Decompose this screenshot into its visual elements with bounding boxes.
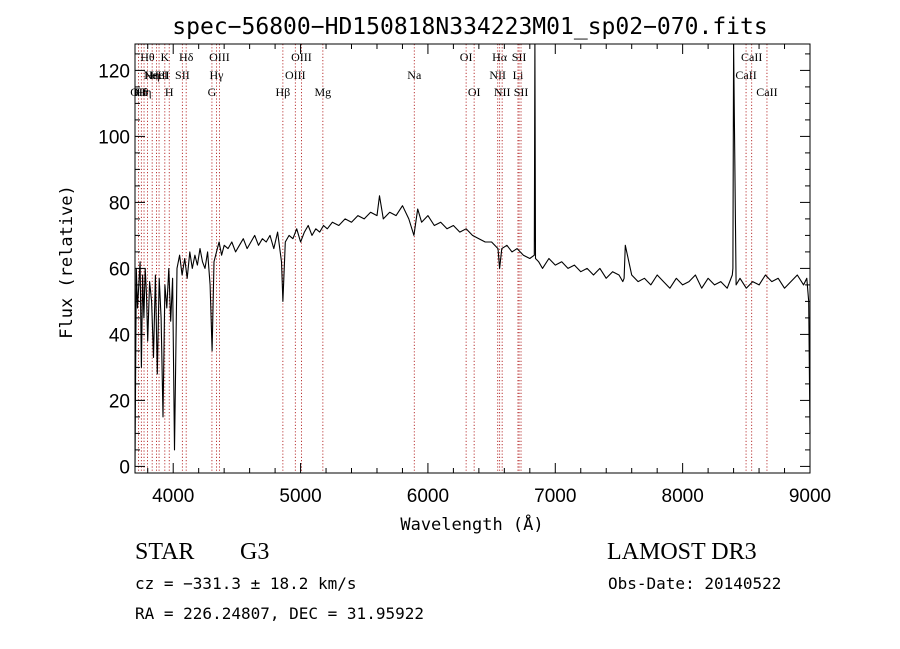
spectral-line-markers: OIIHθHηHθHηNeIIIHeIKHSIIHδGHγOIIIHβOIIIO… xyxy=(130,44,778,473)
line-marker-label: Hθ xyxy=(134,85,149,99)
y-tick-label: 0 xyxy=(119,457,130,478)
line-marker-label: Hη xyxy=(145,68,160,82)
x-tick-label: 6000 xyxy=(407,486,449,507)
line-marker-label: SII xyxy=(175,68,190,82)
survey-name: LAMOST DR3 xyxy=(607,539,757,565)
y-tick-label: 80 xyxy=(109,193,130,214)
line-marker-label: Hβ xyxy=(275,85,290,99)
coordinates: RA = 226.24807, DEC = 31.95922 xyxy=(135,604,424,623)
spectrum-line xyxy=(134,43,811,467)
line-marker-label: H xyxy=(165,85,174,99)
x-tick-label: 4000 xyxy=(152,486,194,507)
obs-date: Obs-Date: 20140522 xyxy=(608,574,782,593)
line-marker-label: Hθ xyxy=(140,50,155,64)
y-axis-label: Flux (relative) xyxy=(57,185,77,339)
line-marker-label: K xyxy=(160,50,169,64)
line-marker-label: Hγ xyxy=(210,68,225,82)
line-marker-label: OI xyxy=(460,50,473,64)
y-tick-label: 100 xyxy=(98,127,130,148)
line-marker-label: SII xyxy=(514,85,529,99)
y-tick-label: 20 xyxy=(109,391,130,412)
x-axis-ticks: 4000 5000 6000 7000 8000 9000 xyxy=(147,44,831,507)
line-marker-label: OIII xyxy=(285,68,306,82)
line-marker-label: Hδ xyxy=(179,50,194,64)
line-marker-label: OIII xyxy=(209,50,230,64)
object-type: STAR xyxy=(135,539,195,565)
redshift-line: cz = −331.3 ± 18.2 km/s xyxy=(135,574,357,593)
line-marker-label: HeI xyxy=(150,68,168,82)
line-marker-label: OI xyxy=(468,85,481,99)
y-axis-ticks: 0 20 40 60 80 100 120 xyxy=(98,53,810,478)
line-marker-label: Na xyxy=(407,68,422,82)
line-marker-label: OIII xyxy=(291,50,312,64)
line-marker-label: CaII xyxy=(735,68,756,82)
line-marker-label: CaII xyxy=(756,85,777,99)
line-marker-label: G xyxy=(208,85,217,99)
line-marker-label: OII xyxy=(130,85,147,99)
line-marker-label: NeIII xyxy=(144,68,170,82)
plot-frame xyxy=(134,43,811,474)
line-marker-label: Li xyxy=(513,68,524,82)
chart-title: spec−56800−HD150818N334223M01_sp02−070.f… xyxy=(172,14,767,40)
y-tick-label: 120 xyxy=(98,61,130,82)
x-tick-label: 9000 xyxy=(789,486,831,507)
x-tick-label: 8000 xyxy=(662,486,704,507)
x-tick-label: 5000 xyxy=(279,486,321,507)
x-axis-label: Wavelength (Å) xyxy=(400,513,543,535)
line-marker-label: NII xyxy=(494,85,511,99)
line-marker-label: Mg xyxy=(315,85,332,99)
line-marker-label: SII xyxy=(512,50,527,64)
line-marker-label: CaII xyxy=(741,50,762,64)
line-marker-label: NII xyxy=(489,68,506,82)
y-tick-label: 60 xyxy=(109,259,130,280)
x-tick-label: 7000 xyxy=(534,486,576,507)
y-tick-label: 40 xyxy=(109,325,130,346)
line-marker-label: Hα xyxy=(492,50,508,64)
spectral-subclass: G3 xyxy=(240,539,270,565)
